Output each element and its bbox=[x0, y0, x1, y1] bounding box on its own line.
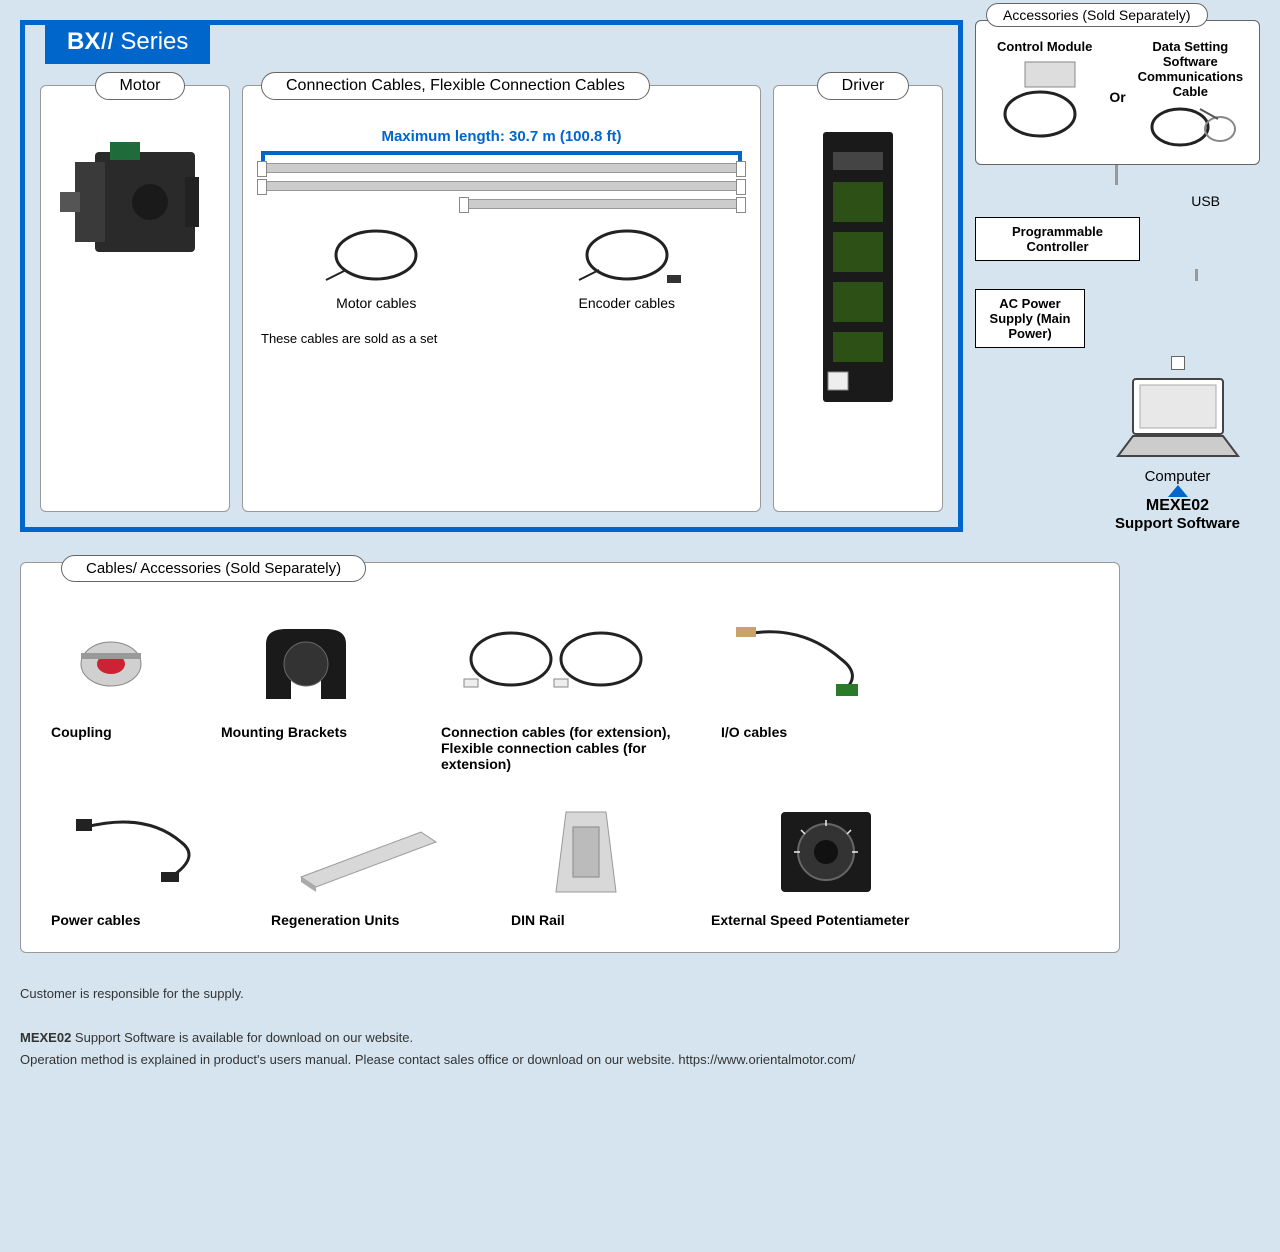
io-cables-icon bbox=[731, 619, 881, 709]
control-module-label: Control Module bbox=[986, 39, 1103, 54]
acc-potentiometer-label: External Speed Potentiameter bbox=[711, 912, 941, 928]
arrow-up-icon bbox=[1168, 485, 1188, 497]
or-label: Or bbox=[1109, 89, 1125, 105]
top-row: BXII Series Motor Connection Cables, Fle… bbox=[20, 20, 1260, 532]
cable-bars bbox=[261, 163, 742, 209]
data-cable-l4: Cable bbox=[1132, 84, 1249, 99]
footer-line3: Operation method is explained in product… bbox=[20, 1049, 1260, 1071]
control-module-icon bbox=[995, 54, 1095, 144]
footer-line1: Customer is responsible for the supply. bbox=[20, 983, 1260, 1005]
encoder-cable-icon bbox=[567, 225, 687, 295]
encoder-cable-item: Encoder cables bbox=[567, 225, 687, 311]
acc-potentiometer: External Speed Potentiameter bbox=[711, 802, 941, 928]
cable-bar-3 bbox=[463, 199, 742, 209]
maxlen-bar bbox=[261, 151, 742, 155]
acc-regen: Regeneration Units bbox=[271, 802, 461, 928]
maxlen-label: Maximum length: 30.7 m (100.8 ft) bbox=[251, 128, 752, 145]
driver-title: Driver bbox=[817, 72, 910, 100]
data-cable-col: Data Setting Software Communications Cab… bbox=[1132, 39, 1249, 154]
connector-line-2 bbox=[1195, 269, 1260, 281]
driver-panel: Driver bbox=[773, 85, 943, 512]
control-module-col: Control Module bbox=[986, 39, 1103, 154]
cables-title: Connection Cables, Flexible Connection C… bbox=[261, 72, 650, 100]
accessories-box: Accessories (Sold Separately) Control Mo… bbox=[975, 20, 1260, 165]
driver-image bbox=[798, 122, 918, 412]
cables-panel: Connection Cables, Flexible Connection C… bbox=[242, 85, 761, 512]
computer-label: Computer bbox=[1095, 468, 1260, 485]
cable-images: Motor cables Encoder cables bbox=[251, 225, 752, 311]
data-cable-l3: Communications bbox=[1132, 69, 1249, 84]
encoder-cable-label: Encoder cables bbox=[567, 295, 687, 311]
series-prefix: BX bbox=[67, 28, 100, 55]
usb-label: USB bbox=[975, 193, 1220, 209]
acc-coupling-label: Coupling bbox=[51, 724, 171, 740]
data-cable-l1: Data Setting bbox=[1132, 39, 1249, 54]
mexe-label: MEXE02 bbox=[1095, 497, 1260, 515]
usb-port-icon bbox=[1171, 356, 1185, 370]
acc-din-rail-label: DIN Rail bbox=[511, 912, 661, 928]
cable-bar-2 bbox=[261, 181, 742, 191]
mexe-sub-label: Support Software bbox=[1095, 515, 1260, 532]
acc-power-cables: Power cables bbox=[51, 802, 221, 928]
motor-cable-label: Motor cables bbox=[316, 295, 436, 311]
acc-brackets-label: Mounting Brackets bbox=[221, 724, 391, 740]
acc-coupling: Coupling bbox=[51, 614, 171, 772]
series-frame: BXII Series Motor Connection Cables, Fle… bbox=[20, 20, 963, 532]
footer-line2: MEXE02 Support Software is available for… bbox=[20, 1027, 1260, 1049]
footer: Customer is responsible for the supply. … bbox=[20, 983, 1260, 1071]
acc-ext-cables: Connection cables (for extension), Flexi… bbox=[441, 614, 671, 772]
potentiometer-icon bbox=[766, 802, 886, 902]
data-cable-l2: Software bbox=[1132, 54, 1249, 69]
ext-cables-icon bbox=[456, 619, 656, 709]
accessories-title: Accessories (Sold Separately) bbox=[986, 3, 1208, 27]
motor-panel: Motor bbox=[40, 85, 230, 512]
accessories-grid: Coupling Mounting Brackets Connection ca… bbox=[51, 614, 1089, 928]
brackets-icon bbox=[246, 614, 366, 714]
programmable-controller-box: Programmable Controller bbox=[975, 217, 1140, 261]
acc-io-cables-label: I/O cables bbox=[721, 724, 891, 740]
motor-title: Motor bbox=[95, 72, 186, 100]
din-rail-icon bbox=[531, 802, 641, 902]
cables-note: These cables are sold as a set bbox=[261, 331, 752, 346]
laptop-icon bbox=[1108, 374, 1248, 464]
acc-io-cables: I/O cables bbox=[721, 614, 891, 772]
acc-ext-cables-label: Connection cables (for extension), Flexi… bbox=[441, 724, 671, 772]
series-tag: BXII Series bbox=[45, 20, 210, 64]
motor-image bbox=[55, 122, 215, 282]
data-cable-icon bbox=[1140, 99, 1240, 154]
acc-brackets: Mounting Brackets bbox=[221, 614, 391, 772]
power-cables-icon bbox=[66, 807, 206, 897]
cable-bar-1 bbox=[261, 163, 742, 173]
series-roman: II bbox=[100, 28, 113, 55]
accessories-columns: Control Module Or Data Setting Software … bbox=[986, 39, 1249, 154]
connector-line-1 bbox=[1115, 165, 1260, 185]
acc-regen-label: Regeneration Units bbox=[271, 912, 461, 928]
footer-line2a: Support Software is available for downlo… bbox=[71, 1030, 413, 1045]
regen-icon bbox=[281, 807, 451, 897]
acc-power-cables-label: Power cables bbox=[51, 912, 221, 928]
laptop-block: Computer MEXE02 Support Software bbox=[1095, 356, 1260, 532]
accessories-side: Accessories (Sold Separately) Control Mo… bbox=[975, 20, 1260, 532]
lower-accessories-panel: Cables/ Accessories (Sold Separately) Co… bbox=[20, 562, 1120, 953]
motor-cable-item: Motor cables bbox=[316, 225, 436, 311]
coupling-icon bbox=[66, 619, 156, 709]
lower-acc-title: Cables/ Accessories (Sold Separately) bbox=[61, 555, 366, 582]
footer-mexe: MEXE02 bbox=[20, 1030, 71, 1045]
series-suffix: Series bbox=[120, 28, 188, 55]
motor-cable-icon bbox=[316, 225, 436, 295]
ac-power-box: AC Power Supply (Main Power) bbox=[975, 289, 1085, 348]
acc-din-rail: DIN Rail bbox=[511, 802, 661, 928]
